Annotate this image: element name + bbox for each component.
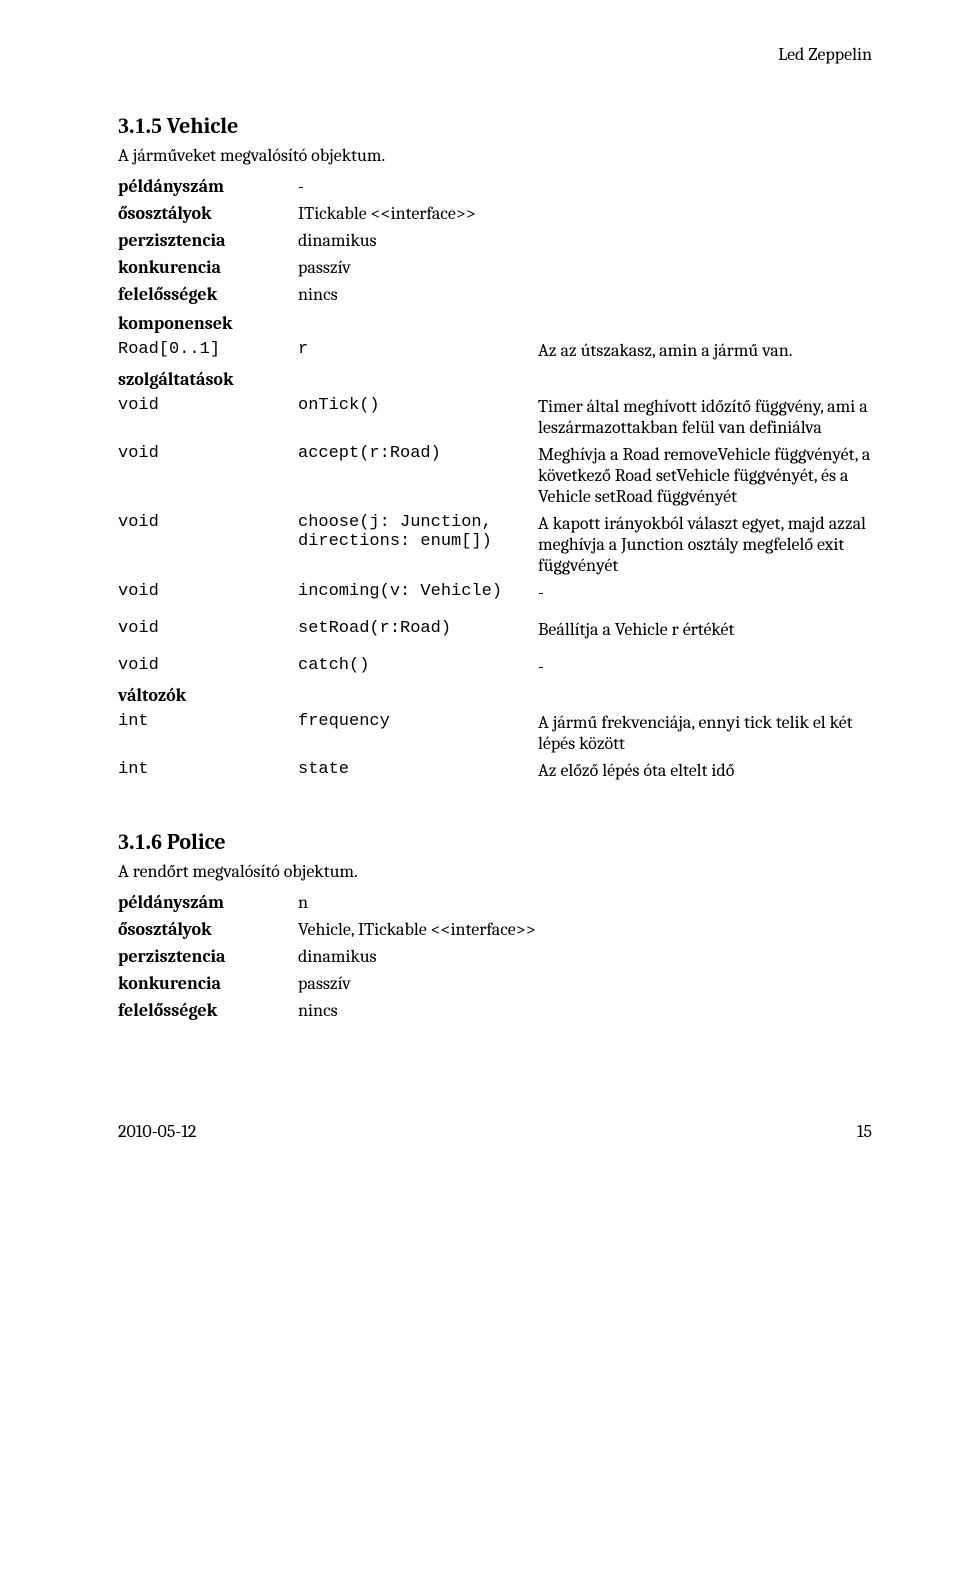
- def-felelossegek-label: felelősségek: [118, 284, 298, 305]
- def-konkurencia-value-316: passzív: [298, 973, 872, 994]
- service-name: incoming(v: Vehicle): [298, 582, 538, 603]
- service-type: void: [118, 444, 298, 507]
- component-desc: Az az útszakasz, amin a jármű van.: [538, 340, 872, 361]
- var-row: int frequency A jármű frekvenciája, enny…: [118, 712, 872, 754]
- def-perzisztencia-value: dinamikus: [298, 230, 872, 251]
- section-316-heading: 3.1.6 Police: [118, 829, 872, 855]
- def-konkurencia-label: konkurencia: [118, 257, 298, 278]
- def-peldanyszam-label-316: példányszám: [118, 892, 298, 913]
- var-desc: A jármű frekvenciája, ennyi tick telik e…: [538, 712, 872, 754]
- service-type: void: [118, 656, 298, 677]
- service-desc: A kapott irányokból választ egyet, majd …: [538, 513, 872, 576]
- var-type: int: [118, 760, 298, 781]
- var-name: frequency: [298, 712, 538, 754]
- szolgaltatasok-label: szolgáltatások: [118, 369, 872, 390]
- def-ososztalyok-label: ősosztályok: [118, 203, 298, 224]
- def-peldanyszam-value-316: n: [298, 892, 872, 913]
- header-project: Led Zeppelin: [118, 44, 872, 65]
- def-felelossegek-value: nincs: [298, 284, 872, 305]
- service-row: void catch() -: [118, 656, 872, 677]
- footer-date: 2010-05-12: [118, 1121, 196, 1142]
- service-type: void: [118, 619, 298, 640]
- service-row: void choose(j: Junction, directions: enu…: [118, 513, 872, 576]
- service-desc: Beállítja a Vehicle r értékét: [538, 619, 872, 640]
- service-row: void accept(r:Road) Meghívja a Road remo…: [118, 444, 872, 507]
- service-desc: -: [538, 582, 872, 603]
- footer-page: 15: [857, 1121, 872, 1142]
- service-row: void incoming(v: Vehicle) -: [118, 582, 872, 603]
- component-row: Road[0..1] r Az az útszakasz, amin a jár…: [118, 340, 872, 361]
- component-name: r: [298, 340, 538, 361]
- var-row: int state Az előző lépés óta eltelt idő: [118, 760, 872, 781]
- valtozok-label: változók: [118, 685, 872, 706]
- service-name: accept(r:Road): [298, 444, 538, 507]
- service-type: void: [118, 513, 298, 576]
- def-konkurencia-value: passzív: [298, 257, 872, 278]
- section-316-desc: A rendőrt megvalósító objektum.: [118, 861, 872, 882]
- component-type: Road[0..1]: [118, 340, 298, 361]
- service-row: void setRoad(r:Road) Beállítja a Vehicle…: [118, 619, 872, 640]
- section-315-desc: A járműveket megvalósító objektum.: [118, 145, 872, 166]
- page-footer: 2010-05-12 15: [118, 1121, 872, 1142]
- var-type: int: [118, 712, 298, 754]
- service-name: choose(j: Junction, directions: enum[]): [298, 513, 538, 576]
- service-desc: Meghívja a Road removeVehicle függvényét…: [538, 444, 872, 507]
- section-316-number: 3.1.6: [118, 829, 162, 854]
- var-name: state: [298, 760, 538, 781]
- service-desc: Timer által meghívott időzítő függvény, …: [538, 396, 872, 438]
- section-315-heading: 3.1.5 Vehicle: [118, 113, 872, 139]
- def-felelossegek-label-316: felelősségek: [118, 1000, 298, 1021]
- def-ososztalyok-label-316: ősosztályok: [118, 919, 298, 940]
- def-peldanyszam-value: -: [298, 176, 872, 197]
- def-felelossegek-value-316: nincs: [298, 1000, 872, 1021]
- service-name: catch(): [298, 656, 538, 677]
- def-konkurencia-label-316: konkurencia: [118, 973, 298, 994]
- def-peldanyszam-label: példányszám: [118, 176, 298, 197]
- section-315-title: Vehicle: [167, 113, 239, 139]
- section-315-number: 3.1.5: [118, 113, 162, 138]
- def-perzisztencia-value-316: dinamikus: [298, 946, 872, 967]
- service-type: void: [118, 396, 298, 438]
- service-type: void: [118, 582, 298, 603]
- def-perzisztencia-label-316: perzisztencia: [118, 946, 298, 967]
- var-desc: Az előző lépés óta eltelt idő: [538, 760, 872, 781]
- service-name: onTick(): [298, 396, 538, 438]
- service-name: setRoad(r:Road): [298, 619, 538, 640]
- section-316-title: Police: [167, 829, 226, 855]
- def-perzisztencia-label: perzisztencia: [118, 230, 298, 251]
- service-desc: -: [538, 656, 872, 677]
- def-ososztalyok-value: ITickable <<interface>>: [298, 203, 872, 224]
- def-ososztalyok-value-316: Vehicle, ITickable <<interface>>: [298, 919, 872, 940]
- komponensek-label: komponensek: [118, 313, 872, 334]
- service-row: void onTick() Timer által meghívott időz…: [118, 396, 872, 438]
